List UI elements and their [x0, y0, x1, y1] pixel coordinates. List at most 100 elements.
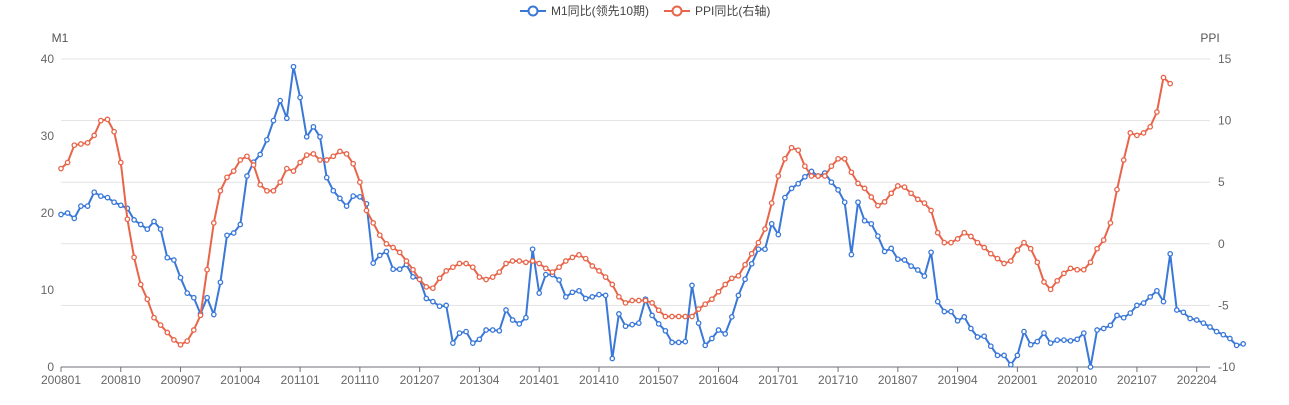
data-point-ppi[interactable]: [450, 264, 456, 271]
data-point-ppi[interactable]: [1007, 258, 1014, 264]
data-point-ppi[interactable]: [669, 313, 675, 320]
legend[interactable]: M1同比(领先10期) PPI同比(右轴): [520, 3, 770, 18]
data-point-ppi[interactable]: [250, 162, 257, 168]
data-point-ppi[interactable]: [151, 314, 157, 321]
data-point-ppi[interactable]: [270, 187, 277, 194]
data-point-m1[interactable]: [542, 271, 549, 278]
legend-item-ppi[interactable]: PPI同比(右轴): [664, 3, 770, 18]
data-point-m1[interactable]: [483, 327, 489, 333]
data-point-ppi[interactable]: [549, 269, 556, 275]
data-point-ppi[interactable]: [131, 254, 137, 261]
data-point-ppi[interactable]: [894, 183, 901, 189]
data-point-ppi[interactable]: [629, 297, 636, 304]
data-point-ppi[interactable]: [994, 255, 1001, 262]
data-point-m1[interactable]: [589, 294, 596, 300]
data-point-m1[interactable]: [1094, 327, 1100, 333]
data-point-m1[interactable]: [1107, 322, 1114, 329]
data-point-ppi[interactable]: [171, 337, 177, 343]
data-point-ppi[interactable]: [1167, 80, 1174, 87]
data-point-m1[interactable]: [576, 287, 582, 294]
data-point-m1[interactable]: [728, 314, 735, 320]
data-point-ppi[interactable]: [217, 187, 224, 194]
data-point-ppi[interactable]: [755, 239, 762, 246]
data-point-m1[interactable]: [523, 314, 529, 321]
data-point-m1[interactable]: [722, 331, 729, 337]
data-point-m1[interactable]: [868, 220, 875, 227]
data-point-m1[interactable]: [861, 217, 868, 224]
data-point-m1[interactable]: [582, 295, 589, 302]
data-point-m1[interactable]: [430, 298, 436, 305]
data-point-m1[interactable]: [370, 260, 377, 266]
data-point-m1[interactable]: [788, 185, 795, 192]
data-point-ppi[interactable]: [350, 160, 357, 167]
data-point-m1[interactable]: [901, 257, 908, 263]
data-point-ppi[interactable]: [264, 187, 270, 194]
data-point-m1[interactable]: [914, 267, 921, 273]
data-point-ppi[interactable]: [496, 269, 503, 275]
data-point-m1[interactable]: [569, 289, 576, 296]
data-point-m1[interactable]: [1180, 309, 1187, 316]
data-point-m1[interactable]: [1001, 352, 1007, 359]
data-point-ppi[interactable]: [71, 142, 78, 149]
data-point-ppi[interactable]: [489, 274, 496, 280]
data-point-ppi[interactable]: [802, 163, 808, 170]
data-point-m1[interactable]: [323, 174, 330, 181]
data-point-m1[interactable]: [1067, 337, 1074, 344]
data-point-m1[interactable]: [1240, 341, 1247, 347]
data-point-ppi[interactable]: [463, 260, 469, 267]
data-point-ppi[interactable]: [1061, 270, 1067, 277]
data-point-m1[interactable]: [974, 334, 981, 340]
data-point-m1[interactable]: [1080, 330, 1087, 336]
data-point-ppi[interactable]: [735, 272, 742, 279]
data-point-m1[interactable]: [994, 352, 1001, 359]
data-point-ppi[interactable]: [841, 155, 848, 162]
data-point-ppi[interactable]: [1120, 157, 1127, 163]
data-point-m1[interactable]: [277, 97, 284, 104]
data-point-m1[interactable]: [675, 339, 682, 346]
data-point-ppi[interactable]: [775, 173, 782, 179]
data-point-m1[interactable]: [1213, 328, 1220, 335]
data-point-m1[interactable]: [423, 295, 430, 302]
data-point-ppi[interactable]: [888, 190, 895, 197]
data-point-ppi[interactable]: [702, 301, 709, 308]
data-point-m1[interactable]: [689, 282, 695, 289]
data-point-m1[interactable]: [934, 298, 941, 305]
data-point-ppi[interactable]: [596, 268, 602, 274]
data-point-ppi[interactable]: [390, 244, 396, 251]
data-point-ppi[interactable]: [1107, 220, 1114, 226]
data-point-m1[interactable]: [782, 194, 788, 201]
data-point-m1[interactable]: [961, 314, 968, 320]
data-point-m1[interactable]: [84, 203, 91, 209]
data-point-m1[interactable]: [1127, 310, 1134, 316]
data-point-m1[interactable]: [609, 355, 616, 362]
data-point-m1[interactable]: [151, 218, 157, 225]
data-point-m1[interactable]: [629, 321, 636, 328]
data-point-ppi[interactable]: [569, 254, 576, 261]
data-point-ppi[interactable]: [1041, 279, 1047, 285]
data-point-ppi[interactable]: [662, 313, 669, 320]
data-point-ppi[interactable]: [1021, 239, 1027, 246]
data-point-ppi[interactable]: [1074, 266, 1081, 273]
data-point-m1[interactable]: [450, 340, 456, 346]
data-point-ppi[interactable]: [589, 263, 596, 269]
data-point-m1[interactable]: [616, 311, 622, 317]
data-point-m1[interactable]: [171, 257, 177, 263]
data-point-m1[interactable]: [622, 323, 629, 330]
data-point-ppi[interactable]: [835, 155, 841, 162]
data-point-m1[interactable]: [357, 193, 363, 200]
data-point-m1[interactable]: [981, 333, 988, 340]
data-point-ppi[interactable]: [317, 157, 323, 163]
data-point-ppi[interactable]: [58, 165, 64, 172]
data-point-m1[interactable]: [928, 249, 934, 256]
data-point-ppi[interactable]: [1154, 109, 1160, 115]
data-point-m1[interactable]: [516, 321, 523, 327]
data-point-m1[interactable]: [270, 117, 277, 124]
data-point-m1[interactable]: [649, 312, 655, 319]
data-point-ppi[interactable]: [1094, 245, 1100, 252]
data-point-ppi[interactable]: [197, 312, 204, 319]
data-point-m1[interactable]: [968, 325, 974, 332]
data-point-m1[interactable]: [1087, 364, 1094, 370]
data-point-m1[interactable]: [396, 266, 403, 273]
data-point-ppi[interactable]: [303, 152, 310, 158]
data-point-ppi[interactable]: [523, 259, 529, 266]
